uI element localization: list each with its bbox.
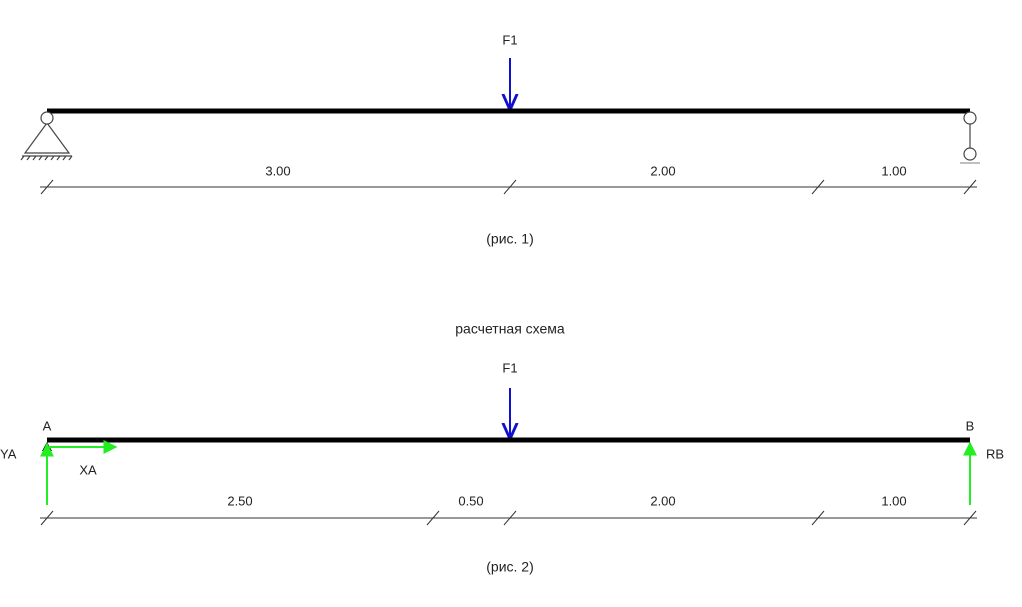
figure-2: расчетная схема F1 A B YA XA RB 2.50 0.5… [0,321,1004,575]
dimension-label: 2.00 [650,163,675,178]
force-label: F1 [502,32,517,47]
dimension-label: 1.00 [881,493,906,508]
dimension-line [40,510,977,526]
node-label: A [43,418,52,433]
dimension-line [40,179,977,195]
dimension-label: 2.00 [650,493,675,508]
figure-title: расчетная схема [455,321,565,337]
caption: (рис. 1) [486,231,534,247]
dimension-label: 0.50 [458,493,483,508]
dimension-label: 2.50 [227,493,252,508]
node-label: B [966,418,975,433]
reaction-label: YA [0,446,17,461]
figure-1: F1 3.00 2.00 1.00 (рис. 1) [20,32,980,247]
reaction-label: XA [79,462,97,477]
dimension-label: 3.00 [265,163,290,178]
roller-support [960,111,980,164]
pinned-support [20,111,73,161]
force-label: F1 [502,360,517,375]
caption: (рис. 2) [486,559,534,575]
reaction-label: RB [986,446,1004,461]
dimension-label: 1.00 [881,163,906,178]
